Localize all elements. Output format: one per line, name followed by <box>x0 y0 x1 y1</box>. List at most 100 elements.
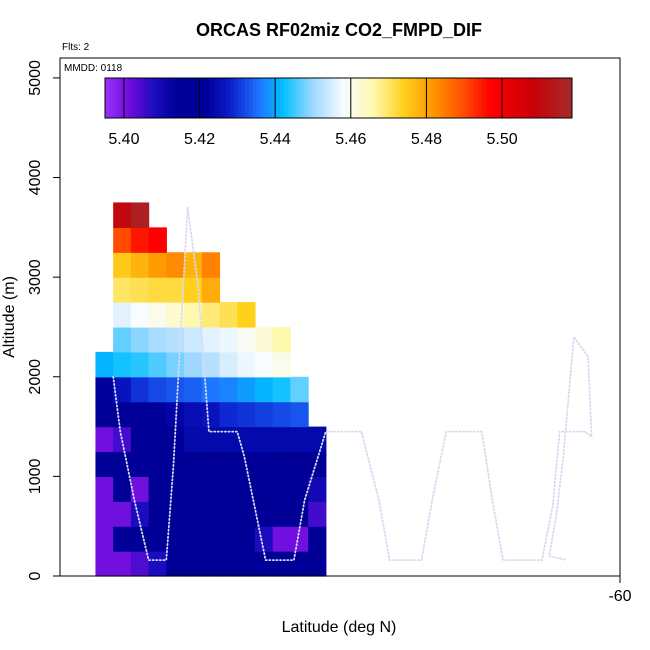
heatmap-cell <box>308 551 327 577</box>
heatmap-cell <box>201 551 221 577</box>
colorbar-tick-label: 5.50 <box>486 131 517 148</box>
heatmap-cell <box>184 326 203 353</box>
colorbar-segment <box>509 78 515 118</box>
heatmap-cell <box>237 476 256 502</box>
colorbar-segment <box>548 78 554 118</box>
heatmap-cell <box>148 277 167 303</box>
colorbar-segment <box>420 78 425 118</box>
colorbar-segment <box>556 78 561 118</box>
heatmap-cell <box>166 376 185 403</box>
heatmap-cell <box>95 526 114 552</box>
colorbar-segment <box>338 78 343 118</box>
heatmap-cell <box>201 476 221 502</box>
heatmap-cell <box>219 401 238 428</box>
colorbar-segment <box>155 78 160 118</box>
colorbar-segment <box>120 78 125 118</box>
colorbar-segment <box>478 78 483 118</box>
heatmap-cell <box>148 227 167 253</box>
heatmap-cell <box>130 252 150 278</box>
heatmap-cell <box>113 326 132 353</box>
colorbar-segment <box>334 78 339 118</box>
colorbar-segment <box>560 78 565 118</box>
colorbar-segment <box>229 78 234 118</box>
y-axis-label: Altitude (m) <box>1 276 18 358</box>
heatmap-cell <box>113 451 132 477</box>
heatmap-cell <box>219 501 238 527</box>
heatmap-cell <box>166 326 185 353</box>
heatmap-cell <box>184 351 203 378</box>
colorbar-segment <box>221 78 227 118</box>
heatmap-cell <box>254 526 274 552</box>
colorbar-segment <box>280 78 285 118</box>
colorbar-segment <box>357 78 363 118</box>
heatmap-cell <box>184 451 203 477</box>
colorbar-segment <box>182 78 188 118</box>
colorbar-segment <box>494 78 499 118</box>
colorbar-segment <box>186 78 192 118</box>
heatmap-cell <box>219 526 238 552</box>
heatmap-cell <box>219 302 238 328</box>
colorbar-segment <box>412 78 417 118</box>
colorbar-segment <box>431 78 437 118</box>
heatmap-cell <box>237 551 256 577</box>
y-tick-label: 2000 <box>27 359 44 395</box>
y-tick-label: 3000 <box>27 259 44 295</box>
heatmap-cell <box>308 501 327 527</box>
colorbar-segment <box>264 78 269 118</box>
heatmap-cell <box>201 376 221 403</box>
colorbar-segment <box>568 78 573 118</box>
colorbar-frame <box>104 77 573 119</box>
heatmap-cell <box>184 526 203 552</box>
heatmap-cell <box>272 351 291 378</box>
heatmap-cell <box>308 476 327 502</box>
heatmap-cell <box>272 376 291 403</box>
flights-label: Flts: 2 <box>62 42 90 53</box>
heatmap-cell <box>113 302 132 328</box>
heatmap-cell <box>290 426 309 453</box>
heatmap-cell <box>219 476 238 502</box>
heatmap-cell <box>290 551 309 577</box>
heatmap-cell <box>166 252 185 278</box>
heatmap-cell <box>272 501 291 527</box>
heatmap-cell <box>237 376 256 403</box>
heatmap-cell <box>254 351 274 378</box>
heatmap-cell <box>166 351 185 378</box>
heatmap-cell <box>113 551 132 577</box>
heatmap-cell <box>308 526 327 552</box>
colorbar-segment <box>365 78 371 118</box>
heatmap-cell <box>130 401 150 428</box>
colorbar-segment <box>307 78 312 118</box>
heatmap-cell <box>290 401 309 428</box>
heatmap-cell <box>130 526 150 552</box>
heatmap-cell <box>184 252 203 278</box>
colorbar-segment <box>443 78 448 118</box>
colorbar-segment <box>447 78 452 118</box>
heatmap-cell <box>184 401 203 428</box>
heatmap-cell <box>95 476 114 502</box>
colorbar-segment <box>194 78 199 118</box>
colorbar-segment <box>167 78 172 118</box>
heatmap-cell <box>201 401 221 428</box>
heatmap-cell <box>184 476 203 502</box>
colorbar-segment <box>404 78 410 118</box>
colorbar-segment <box>213 78 219 118</box>
heatmap-cell <box>219 376 238 403</box>
colorbar-tick-label: 5.40 <box>108 131 139 148</box>
heatmap-cell <box>237 302 256 328</box>
flight-track-line <box>112 207 593 561</box>
colorbar-segment <box>377 78 382 118</box>
colorbar-segment <box>505 78 511 118</box>
colorbar-segment <box>389 78 394 118</box>
heatmap-cell <box>290 476 309 502</box>
colorbar-segment <box>175 78 180 118</box>
heatmap-cell <box>166 451 185 477</box>
colorbar-segment <box>322 78 328 118</box>
colorbar-segment <box>268 78 273 118</box>
colorbar-segment <box>400 78 406 118</box>
colorbar-segment <box>237 78 242 118</box>
colorbar-segment <box>459 78 464 118</box>
heatmap-cell <box>148 551 167 577</box>
heatmap-cell <box>95 451 114 477</box>
heatmap-cell <box>184 426 203 453</box>
heatmap-cell <box>95 551 114 577</box>
